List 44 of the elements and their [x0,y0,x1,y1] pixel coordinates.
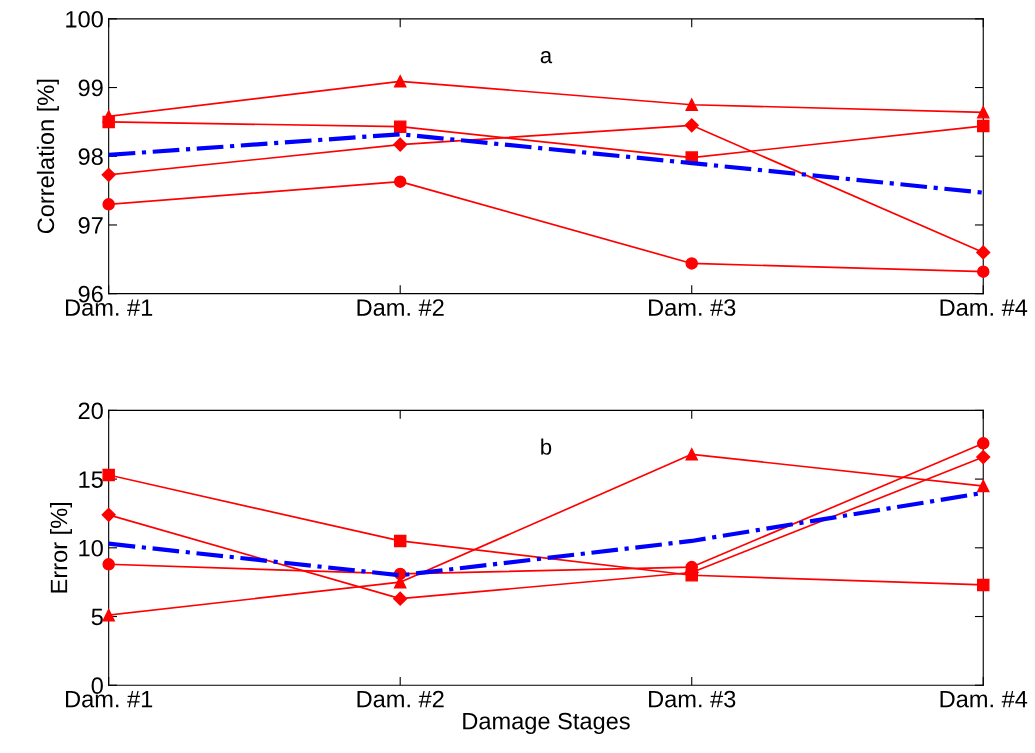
point [976,450,991,465]
point [393,591,408,606]
x-tick-label: Dam. #3 [649,690,736,708]
y-tick-label: 100 [66,10,103,28]
point [685,448,698,461]
point [102,115,115,129]
point [102,468,115,482]
point [976,578,990,592]
y-tick-label: 99 [78,79,103,97]
point [393,175,407,188]
point [976,119,990,133]
x-axis-title: Damage Stages [463,712,630,735]
annotation: a [540,51,553,64]
y-tick-label: 10 [79,539,103,557]
point [101,507,116,522]
point [976,479,990,493]
point [976,437,990,450]
y-tick-label: 15 [79,471,103,488]
point [393,120,407,133]
y-tick-label: 97 [78,217,103,234]
point [685,98,698,111]
x-tick-label: Dam. #2 [357,299,444,316]
point [685,257,698,270]
x-tick-label: Dam. #2 [357,690,444,708]
y-axis-title: Correlation [%] [36,79,59,234]
point [393,137,408,152]
point [684,118,699,133]
point [976,245,991,260]
x-tick-label: Dam. #3 [649,299,736,316]
point [976,106,990,119]
point [393,75,407,88]
y-tick-label: 20 [78,402,103,420]
point [393,534,407,548]
y-tick-label: 5 [91,608,103,626]
y-tick-label: 98 [78,148,103,166]
y-axis-title: Error [%] [49,502,72,593]
point [102,198,115,211]
point [976,265,990,278]
point [102,608,115,622]
x-tick-label: Dam. #4 [940,690,1028,708]
point [102,558,115,571]
point [101,167,116,182]
annotation: b [541,438,552,455]
x-tick-label: Dam. #4 [940,299,1028,316]
